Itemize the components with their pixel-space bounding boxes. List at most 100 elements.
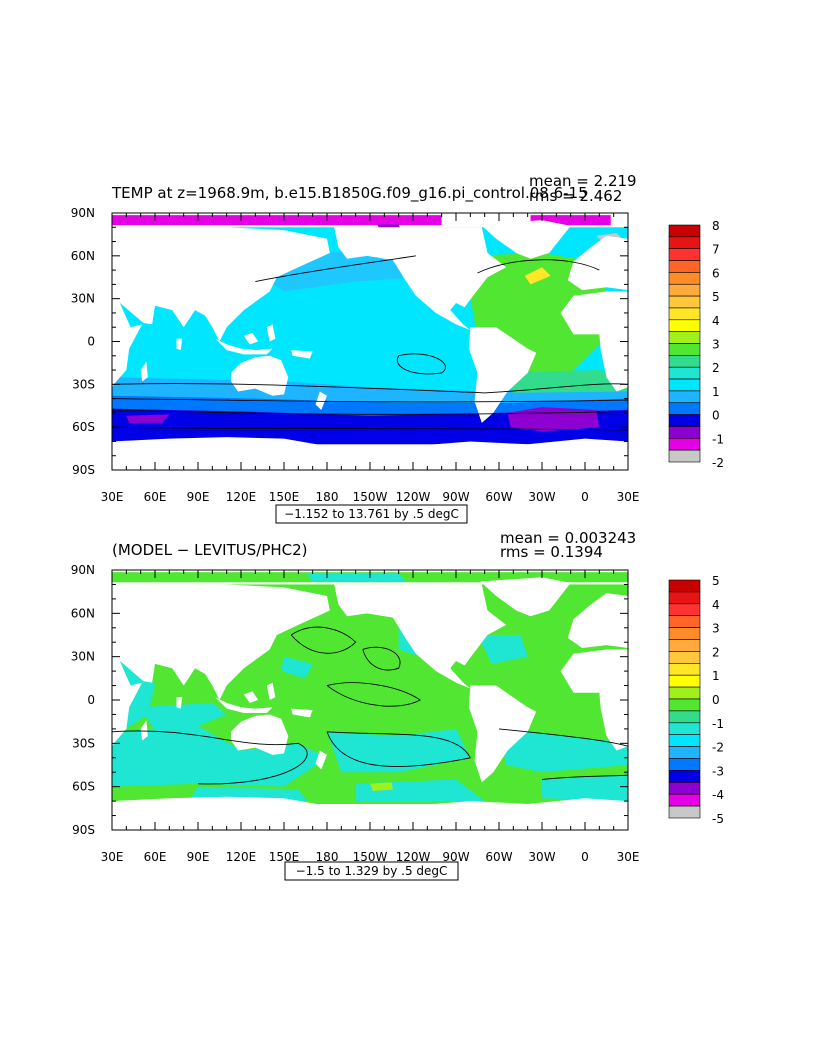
colorbar-box: [668, 402, 701, 415]
colorbar-label: 3: [712, 338, 720, 352]
colorbar-label: 5: [712, 290, 720, 304]
lat-label: 60N: [71, 606, 95, 620]
mean-label: mean = 2.219: [529, 172, 637, 190]
colorbar-box: [668, 319, 701, 332]
colorbar-box: [668, 426, 701, 439]
colorbar-label: -3: [712, 764, 724, 778]
colorbar-label: 2: [712, 645, 720, 659]
colorbar-box: [668, 734, 701, 747]
colorbar-box: [668, 770, 701, 783]
lon-label: 0: [581, 850, 589, 864]
lon-label: 120W: [396, 490, 431, 504]
range-label: −1.5 to 1.329 by .5 degC: [296, 864, 448, 878]
colorbar-box: [668, 698, 701, 712]
lon-label: 0: [581, 490, 589, 504]
colorbar-label: 5: [712, 574, 720, 588]
colorbar-box: [668, 805, 701, 819]
colorbar-label: 2: [712, 361, 720, 375]
colorbar-box: [668, 378, 701, 392]
colorbar-label: -1: [712, 717, 724, 731]
lon-label: 180: [316, 490, 339, 504]
colorbar-box: [668, 307, 701, 321]
colorbar-label: 3: [712, 622, 720, 636]
colorbar-box: [668, 283, 701, 297]
colorbar-box: [668, 343, 701, 356]
colorbar-label: -2: [712, 741, 724, 755]
lat-label: 60S: [72, 780, 95, 794]
lon-label: 150W: [353, 490, 388, 504]
lon-label: 120E: [226, 850, 257, 864]
colorbar-box: [668, 603, 701, 616]
panel: TEMP at z=1968.9m, b.e15.B1850G.f09_g16.…: [71, 172, 724, 524]
lon-label: 60E: [144, 850, 167, 864]
colorbar-box: [668, 579, 701, 593]
colorbar-box: [668, 615, 701, 628]
mean-label: mean = 0.003243: [500, 529, 636, 547]
lon-label: 30E: [617, 850, 640, 864]
colorbar-box: [668, 686, 701, 700]
rms-label: rms = 2.462: [529, 187, 622, 205]
colorbar-box: [668, 248, 701, 261]
colorbar-box: [668, 651, 701, 664]
lon-label: 30E: [101, 850, 124, 864]
colorbar-box: [668, 355, 701, 368]
colorbar-box: [668, 674, 701, 688]
lon-label: 30W: [528, 850, 555, 864]
colorbar-label: 4: [712, 598, 720, 612]
lat-label: 30N: [71, 292, 95, 306]
lat-label: 0: [87, 335, 95, 349]
colorbar-box: [668, 449, 701, 463]
panel-title: TEMP at z=1968.9m, b.e15.B1850G.f09_g16.…: [111, 184, 588, 203]
colorbar-box: [668, 366, 701, 380]
colorbar-label: 7: [712, 243, 720, 257]
colorbar-box: [668, 781, 701, 795]
range-label: −1.152 to 13.761 by .5 degC: [284, 507, 459, 521]
lat-label: 30S: [72, 377, 95, 391]
lat-label: 90S: [72, 823, 95, 837]
lon-label: 90E: [187, 850, 210, 864]
map: [112, 213, 628, 471]
lon-label: 90W: [442, 850, 469, 864]
lat-label: 90N: [71, 206, 95, 220]
colorbar-box: [668, 639, 701, 652]
lat-label: 0: [87, 693, 95, 707]
lon-label: 60W: [485, 490, 512, 504]
lon-label: 150E: [269, 490, 300, 504]
colorbar-label: -5: [712, 812, 724, 826]
lat-label: 30N: [71, 650, 95, 664]
rms-label: rms = 0.1394: [500, 543, 603, 561]
colorbar-box: [668, 295, 701, 309]
colorbar-box: [668, 272, 701, 285]
lon-label: 60E: [144, 490, 167, 504]
colorbar-label: 0: [712, 693, 720, 707]
colorbar-box: [668, 414, 701, 427]
panel-title: (MODEL − LEVITUS/PHC2): [112, 541, 308, 559]
colorbar-label: -4: [712, 788, 724, 802]
lon-label: 150W: [353, 850, 388, 864]
map: [112, 570, 628, 830]
colorbar-box: [668, 260, 701, 273]
colorbar-label: 6: [712, 266, 720, 280]
lat-label: 30S: [72, 736, 95, 750]
colorbar-label: 1: [712, 385, 720, 399]
colorbar-box: [668, 793, 701, 807]
lat-label: 90N: [71, 563, 95, 577]
colorbar-box: [668, 331, 701, 344]
lon-label: 30E: [101, 490, 124, 504]
colorbar-label: 1: [712, 669, 720, 683]
lon-label: 30E: [617, 490, 640, 504]
lon-label: 180: [316, 850, 339, 864]
colorbar-box: [668, 746, 701, 759]
colorbar-box: [668, 236, 701, 250]
colorbar-box: [668, 627, 701, 640]
colorbar-box: [668, 758, 701, 771]
colorbar-label: 4: [712, 314, 720, 328]
colorbar-box: [668, 722, 701, 735]
lon-label: 90W: [442, 490, 469, 504]
lon-label: 90E: [187, 490, 210, 504]
colorbar-box: [668, 390, 701, 404]
lon-label: 120E: [226, 490, 257, 504]
colorbar-box: [668, 710, 701, 724]
colorbar-label: -1: [712, 432, 724, 446]
